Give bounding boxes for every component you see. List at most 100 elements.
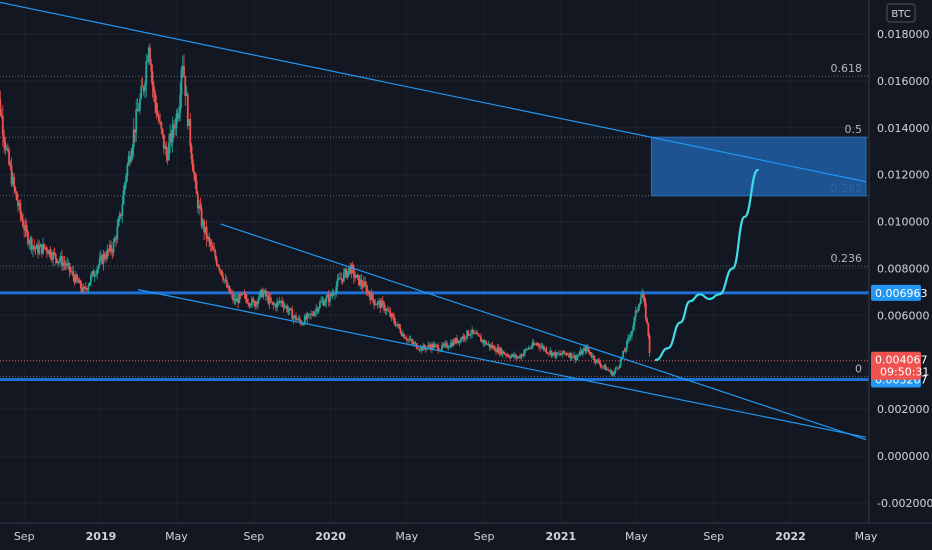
- candle-body: [380, 300, 383, 309]
- candle-body: [448, 346, 451, 348]
- candle-body: [122, 190, 125, 205]
- candle-body: [379, 301, 382, 309]
- candle-body: [293, 315, 296, 317]
- candle-body: [501, 351, 504, 355]
- candle-body: [644, 303, 647, 319]
- candle-body: [505, 354, 508, 356]
- candle-body: [521, 354, 524, 356]
- candle-body: [246, 298, 248, 303]
- x-tick-label: 2021: [546, 530, 577, 543]
- candle-body: [490, 345, 492, 348]
- candle-body: [548, 353, 550, 354]
- candle-body: [529, 347, 531, 349]
- candle-body: [61, 255, 63, 267]
- candle-body: [301, 323, 304, 325]
- trendline-wedge-top[interactable]: [220, 223, 867, 441]
- candle-body: [473, 332, 476, 334]
- candle-body: [44, 247, 47, 249]
- candle-body: [13, 177, 16, 188]
- candle-body: [568, 354, 570, 358]
- candle-body: [58, 260, 61, 262]
- candle-body: [573, 355, 575, 358]
- trendline-upper-resistance[interactable]: [0, 1, 867, 183]
- candle-body: [218, 266, 221, 270]
- candle-body: [453, 340, 456, 344]
- horizontal-levels[interactable]: [0, 291, 869, 381]
- candle-body: [112, 241, 115, 253]
- candle-body: [64, 263, 67, 266]
- candle-body: [352, 268, 355, 278]
- candle-body: [410, 339, 413, 342]
- candle-body: [101, 255, 104, 264]
- candle-body: [295, 315, 297, 321]
- candle-body: [279, 301, 282, 303]
- candle-body: [136, 109, 139, 111]
- candle-body: [390, 314, 393, 317]
- projection-curve[interactable]: [654, 168, 759, 362]
- candle-body: [28, 243, 31, 244]
- candle-body: [264, 290, 267, 297]
- candle-body: [447, 347, 450, 349]
- x-tick-label: May: [625, 530, 648, 543]
- candle-body: [437, 345, 440, 351]
- last-price-tag-value: 0.004067: [875, 354, 928, 367]
- candle-body: [72, 271, 75, 277]
- candle-body: [629, 335, 632, 337]
- candle-body: [18, 202, 21, 206]
- last-price-tag: [871, 351, 921, 380]
- candle-body: [27, 232, 29, 244]
- candle-body: [397, 324, 399, 325]
- candle-body: [436, 344, 438, 346]
- candle-body: [290, 308, 292, 310]
- candle-body: [316, 308, 319, 312]
- candle-body: [389, 311, 392, 317]
- candle-body: [121, 204, 124, 216]
- candle-body: [209, 240, 212, 246]
- candle-body: [461, 338, 463, 340]
- candle-body: [302, 323, 305, 325]
- candle-body: [326, 295, 329, 298]
- candle-body: [157, 115, 160, 122]
- target-zone-box[interactable]: [650, 136, 867, 197]
- candle-body: [313, 311, 316, 316]
- candle-body: [488, 343, 491, 348]
- candle-body: [161, 129, 164, 135]
- candle-body: [25, 225, 28, 233]
- trendlines[interactable]: [0, 1, 867, 441]
- candle-body: [565, 353, 568, 355]
- candle-body: [128, 156, 131, 162]
- trendline-wedge-bottom[interactable]: [137, 289, 867, 438]
- currency-badge[interactable]: BTC: [886, 3, 916, 23]
- projection-path[interactable]: [654, 168, 759, 362]
- candle-body: [398, 324, 401, 328]
- candle-body: [84, 287, 87, 290]
- candle-body: [203, 221, 206, 233]
- candle-body: [391, 314, 394, 318]
- candle-body: [126, 164, 129, 176]
- candle-body: [156, 113, 159, 116]
- target-zone[interactable]: [650, 136, 867, 197]
- candle-body: [54, 253, 57, 259]
- fib-level-label: 0.5: [845, 123, 863, 136]
- candle-body: [342, 272, 345, 282]
- candle-body: [248, 303, 251, 306]
- candle-body: [152, 85, 155, 93]
- candle-body: [267, 295, 270, 304]
- candle-body: [451, 342, 453, 347]
- candle-body: [277, 301, 280, 303]
- candle-body: [63, 262, 66, 264]
- candle-body: [217, 264, 219, 267]
- candle-body: [308, 313, 311, 315]
- candle-body: [238, 294, 241, 304]
- candle-body: [178, 112, 180, 119]
- candle-body: [287, 310, 290, 312]
- candle-body: [215, 258, 218, 265]
- candle-body: [8, 150, 10, 165]
- candle-body: [230, 292, 233, 294]
- candle-body: [22, 219, 24, 227]
- candle-body: [141, 86, 144, 88]
- candle-body: [3, 135, 5, 142]
- candle-body: [40, 244, 43, 254]
- price-axis-ticks: 0.018000 0.016000 0.014000 0.012000 0.010000…: [877, 28, 932, 510]
